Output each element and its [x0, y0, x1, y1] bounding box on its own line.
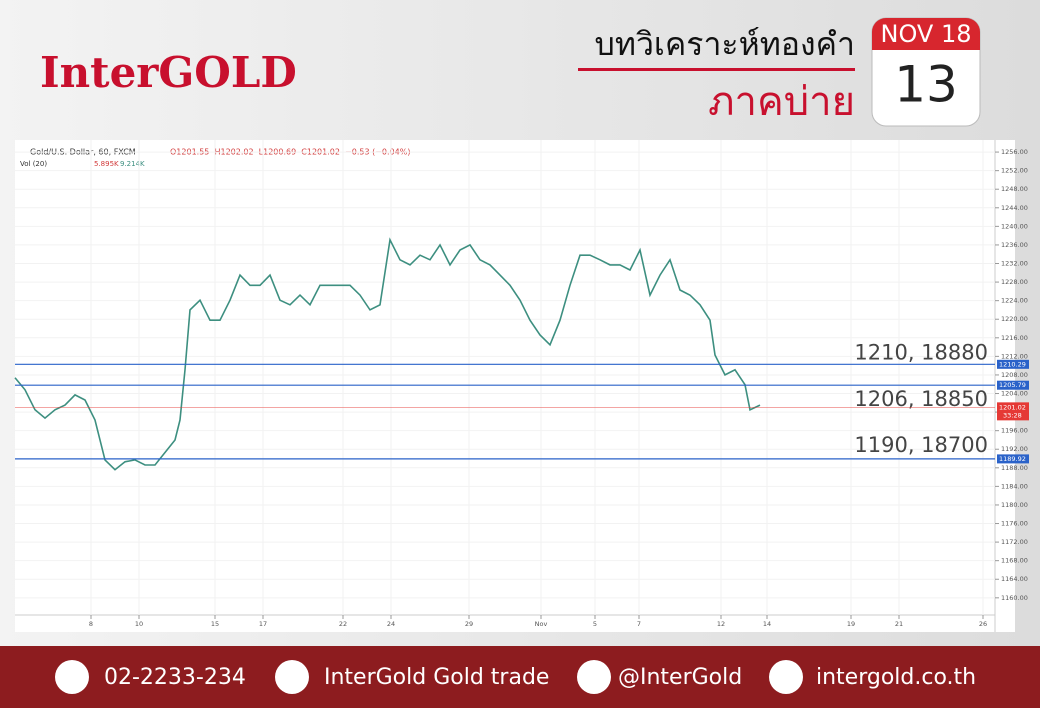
- volume-value: 5.895K: [94, 160, 119, 168]
- x-tick-label: Nov: [535, 620, 548, 628]
- x-tick-label: 26: [979, 620, 987, 628]
- footer-phone: 02-2233-234: [104, 665, 246, 690]
- x-tick-label: 24: [387, 620, 395, 628]
- level-tag: [997, 380, 1029, 390]
- calendar-month: NOV 18: [880, 20, 971, 48]
- y-tick-label: 1188.00: [1001, 464, 1028, 472]
- y-tick-label: 1180.00: [1001, 501, 1028, 509]
- level-annotation: 1190, 18700: [854, 433, 988, 457]
- calendar-day: 13: [894, 56, 958, 114]
- x-tick-label: 14: [763, 620, 771, 628]
- footer-facebook: InterGold Gold trade: [324, 665, 549, 690]
- x-tick-label: 29: [465, 620, 473, 628]
- y-tick-label: 1192.00: [1001, 445, 1028, 453]
- y-tick-label: 1196.00: [1001, 427, 1028, 435]
- calendar: NOV 18 13: [871, 17, 981, 127]
- price-line: [14, 237, 761, 471]
- y-tick-label: 1224.00: [1001, 297, 1028, 305]
- volume-value: 9.214K: [120, 160, 145, 168]
- y-tick-label: 1236.00: [1001, 241, 1028, 249]
- y-tick-label: 1228.00: [1001, 278, 1028, 286]
- chart-panel: [15, 140, 1015, 632]
- y-tick-label: 1216.00: [1001, 334, 1028, 342]
- y-tick-label: 1160.00: [1001, 594, 1028, 602]
- y-tick-label: 1168.00: [1001, 557, 1028, 565]
- y-tick-label: 1204.00: [1001, 390, 1028, 398]
- level-annotation: 1210, 18880: [854, 340, 988, 364]
- y-tick-label: 1240.00: [1001, 222, 1028, 230]
- facebook-icon: [275, 660, 309, 694]
- footer-website: intergold.co.th: [816, 665, 976, 690]
- y-tick-label: 1244.00: [1001, 204, 1028, 212]
- x-tick-label: 8: [89, 620, 93, 628]
- y-tick-label: 1184.00: [1001, 482, 1028, 490]
- y-tick-label: 1172.00: [1001, 538, 1028, 546]
- level-tag-label: 1205.79: [999, 381, 1026, 389]
- last-price-tag: [997, 402, 1029, 421]
- phone-icon: [55, 660, 89, 694]
- title: บทวิเคราะห์ทองคำ: [595, 25, 855, 63]
- volume-label: Vol (20): [20, 160, 47, 168]
- globe-icon: [769, 660, 803, 694]
- x-tick-label: 19: [847, 620, 855, 628]
- y-tick-label: 1220.00: [1001, 315, 1028, 323]
- y-tick-label: 1248.00: [1001, 185, 1028, 193]
- x-tick-label: 7: [637, 620, 641, 628]
- y-tick-label: 1176.00: [1001, 520, 1028, 528]
- level-tag-label: 1210.29: [999, 360, 1026, 368]
- last-price-timer: 33:28: [1003, 411, 1022, 419]
- y-tick-label: 1164.00: [1001, 575, 1028, 583]
- x-tick-label: 10: [135, 620, 143, 628]
- level-tag: [997, 454, 1029, 464]
- x-tick-label: 21: [895, 620, 903, 628]
- last-price-label: 1201.02: [999, 403, 1026, 411]
- line-icon: [577, 660, 611, 694]
- calendar-top: [872, 18, 980, 50]
- level-tag: [997, 359, 1029, 369]
- title-underline: [578, 68, 855, 71]
- y-tick-label: 1208.00: [1001, 371, 1028, 379]
- y-tick-label: 1252.00: [1001, 167, 1028, 175]
- x-tick-label: 12: [717, 620, 725, 628]
- y-tick-label: 1232.00: [1001, 260, 1028, 268]
- logo: InterGOLD: [40, 48, 297, 97]
- y-tick-label: 1256.00: [1001, 148, 1028, 156]
- subtitle: ภาคบ่าย: [708, 79, 855, 125]
- footer-line: @InterGold: [618, 665, 742, 690]
- x-tick-label: 15: [211, 620, 219, 628]
- x-tick-label: 5: [593, 620, 597, 628]
- y-tick-label: 1212.00: [1001, 352, 1028, 360]
- x-tick-label: 17: [259, 620, 267, 628]
- level-tag-label: 1189.92: [999, 455, 1026, 463]
- x-tick-label: 22: [339, 620, 347, 628]
- footer-band: [0, 646, 1040, 708]
